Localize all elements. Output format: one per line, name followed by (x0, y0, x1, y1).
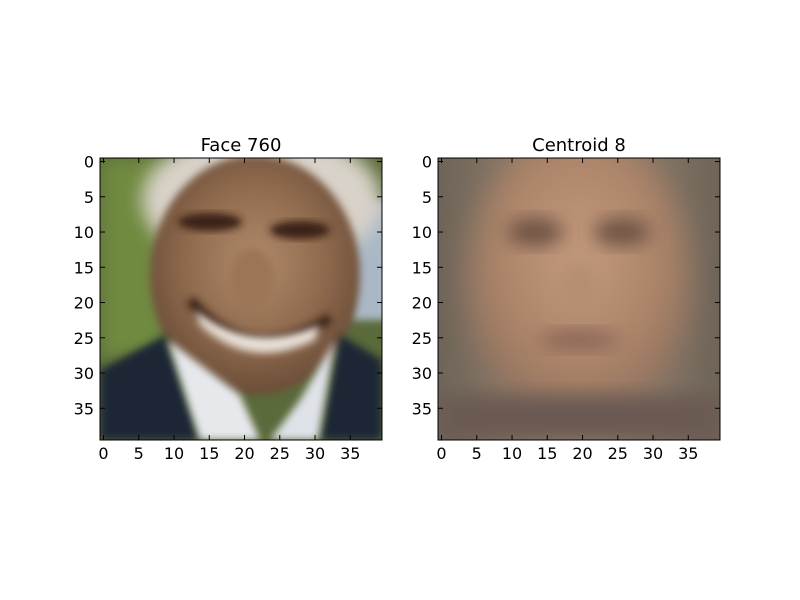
y-tick-label: 30 (74, 364, 94, 383)
y-tick-label: 15 (74, 258, 94, 277)
panel-face: Face 760 0 5 10 15 20 25 30 35 0 5 10 15 20 25 30 35 (74, 135, 383, 463)
face-image (100, 158, 382, 440)
y-tick-label: 0 (422, 153, 432, 172)
y-tick-label: 5 (84, 188, 94, 207)
centroid-image (438, 158, 720, 440)
x-tick-label: 25 (608, 444, 628, 463)
panel-title: Face 760 (201, 135, 282, 156)
x-tick-label: 15 (199, 444, 219, 463)
y-tick-label: 20 (412, 294, 432, 313)
y-tick-label: 0 (84, 153, 94, 172)
x-tick-label: 0 (436, 444, 446, 463)
y-tick-label: 20 (74, 294, 94, 313)
panel-title: Centroid 8 (532, 135, 626, 156)
x-tick-label: 35 (678, 444, 698, 463)
x-tick-label: 10 (164, 444, 184, 463)
y-tick-label: 25 (74, 329, 94, 348)
x-tick-label: 35 (340, 444, 360, 463)
y-tick-label: 15 (412, 258, 432, 277)
y-tick-label: 30 (412, 364, 432, 383)
x-tick-label: 30 (305, 444, 325, 463)
y-tick-label: 10 (412, 223, 432, 242)
x-tick-label: 5 (472, 444, 482, 463)
y-tick-label: 35 (74, 399, 94, 418)
x-tick-label: 5 (134, 444, 144, 463)
axes-frame (99, 157, 383, 441)
x-tick-label: 30 (643, 444, 663, 463)
y-tick-label: 10 (74, 223, 94, 242)
x-tick-label: 25 (270, 444, 290, 463)
y-tick-label: 5 (422, 188, 432, 207)
axis-ticks: 0 5 10 15 20 25 30 35 0 5 10 15 20 25 30 35 (412, 153, 720, 463)
y-tick-label: 35 (412, 399, 432, 418)
x-tick-label: 0 (98, 444, 108, 463)
axis-ticks: 0 5 10 15 20 25 30 35 0 5 10 15 20 25 30 35 (74, 153, 382, 463)
x-tick-label: 20 (234, 444, 254, 463)
x-tick-label: 15 (537, 444, 557, 463)
axes-frame (437, 157, 721, 441)
y-tick-label: 25 (412, 329, 432, 348)
panel-centroid: Centroid 8 0 5 10 15 20 25 30 35 0 5 10 15 20 25 30 35 (412, 135, 721, 463)
x-tick-label: 20 (572, 444, 592, 463)
x-tick-label: 10 (502, 444, 522, 463)
